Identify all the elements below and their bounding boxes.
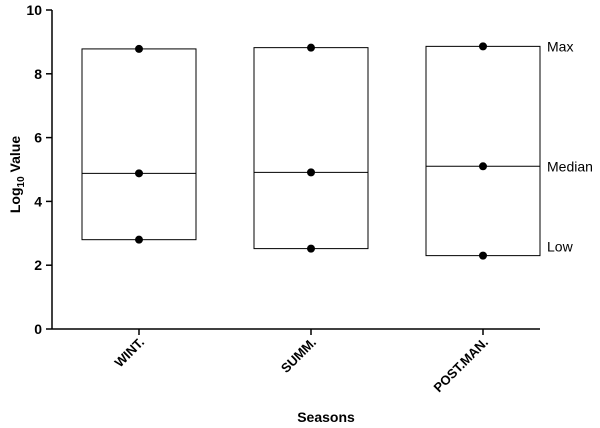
median-point xyxy=(307,168,315,177)
y-tick-label: 2 xyxy=(34,257,42,273)
max-point xyxy=(135,44,143,53)
max-point xyxy=(307,43,315,52)
y-tick-label: 0 xyxy=(34,321,42,337)
x-tick-label: WINT. xyxy=(111,335,147,371)
low-point xyxy=(307,244,315,253)
annotation-median: Median xyxy=(547,158,593,174)
y-tick-label: 6 xyxy=(34,130,42,146)
max-point xyxy=(479,42,487,51)
annotations: Max Median Low xyxy=(547,38,593,254)
median-point xyxy=(135,169,143,178)
y-axis-title-rest: Value xyxy=(7,136,23,177)
y-tick-label: 4 xyxy=(34,193,42,209)
y-axis-title-sub: 10 xyxy=(16,176,27,188)
x-ticks: WINT. SUMM. POST.MAN. xyxy=(111,329,491,395)
y-tick-label: 10 xyxy=(26,2,42,18)
box-1 xyxy=(253,47,369,250)
y-ticks: 0 2 4 6 8 10 xyxy=(26,2,52,337)
low-point xyxy=(479,251,487,260)
y-axis-title-main: Log xyxy=(7,187,23,213)
x-axis-title: Seasons xyxy=(297,409,355,425)
annotation-max: Max xyxy=(547,38,573,54)
low-point xyxy=(135,235,143,244)
axes xyxy=(51,10,540,330)
y-tick-label: 8 xyxy=(34,66,42,82)
box-0 xyxy=(81,48,197,241)
y-axis-title: Log10 Value xyxy=(7,136,27,213)
box-2 xyxy=(425,45,541,257)
boxes xyxy=(81,42,541,260)
annotation-low: Low xyxy=(547,239,574,255)
x-tick-label: POST.MAN. xyxy=(430,335,491,396)
x-tick-label: SUMM. xyxy=(278,335,319,376)
median-point xyxy=(479,162,487,171)
